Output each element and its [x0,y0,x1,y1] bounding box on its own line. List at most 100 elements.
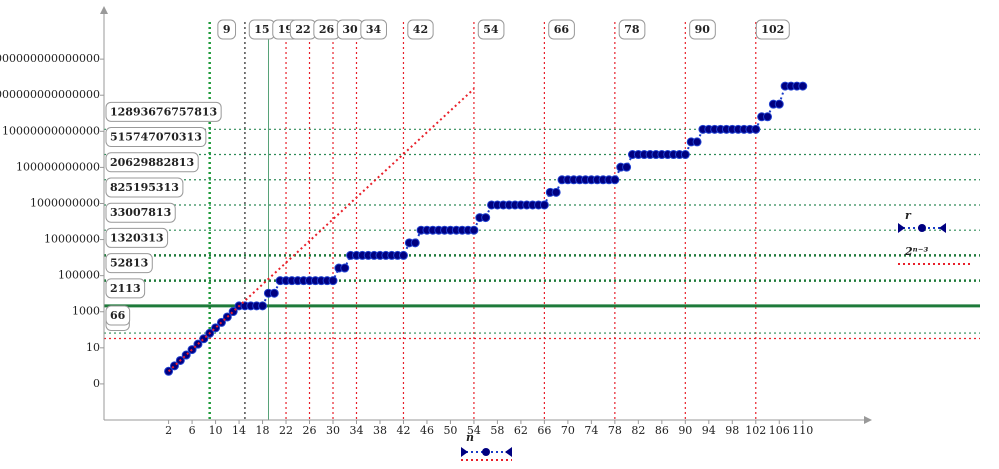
x-tick-label: 54 [467,424,481,437]
vertical-line-label: 54 [483,23,499,36]
legend: r 2ⁿ⁻³ [898,209,970,265]
x-tick-label: 62 [514,424,528,437]
data-point [751,124,761,134]
x-tick-label: 90 [678,424,692,437]
x-tick-label: 42 [396,424,410,437]
data-point [398,250,408,260]
y-tick-label: 10 [86,341,100,354]
x-tick-label: 2 [165,424,172,437]
label-box [105,177,184,198]
vertical-line-label: 26 [319,23,335,36]
x-tick-label: 38 [373,424,387,437]
vertical-line-label: 66 [554,23,570,36]
x-tick-label: 34 [349,424,363,437]
horizontal-line-label: 66 [110,309,126,322]
x-tick-label: 14 [232,424,246,437]
x-tick-label: 46 [420,424,434,437]
data-point [222,312,232,322]
y-tick-label: 10000000000000 [2,124,100,137]
data-point [269,288,279,298]
vertical-line-label: 102 [761,23,784,36]
y-tick-label: 100000000000 [16,160,100,173]
data-point [798,81,808,91]
x-tick-label: 94 [702,424,716,437]
x-tick-label: 86 [655,424,669,437]
x-tick-label: 10 [209,424,223,437]
data-point [763,112,773,122]
legend-label: 2ⁿ⁻³ [904,245,928,258]
label-box [105,278,146,299]
reference-lines [104,22,980,420]
label-box [105,127,207,148]
label-box [217,19,237,40]
x-tick-label: 50 [443,424,457,437]
x-tick-label: 6 [189,424,196,437]
plot-area [164,81,808,376]
horizontal-line-label: 515747070313 [110,131,202,144]
data-point [328,276,338,286]
x-tick-label: 106 [769,424,790,437]
label-box [755,19,790,40]
horizontal-line-label: 2113 [110,282,141,295]
x-tick-label: 74 [584,424,598,437]
vertical-line-label: 30 [342,23,358,36]
label-box [407,19,434,40]
horizontal-line-label: 12893676757813 [110,105,217,118]
label-box [689,19,716,40]
vertical-line-label: 19 [278,23,293,36]
horizontal-line-label: 33007813 [110,206,171,219]
y-tick-label: 1000000000 [30,196,100,209]
x-tick-label: 26 [303,424,317,437]
x-tick-label: 18 [256,424,270,437]
label-box [360,19,387,40]
x-tick-label: 70 [561,424,575,437]
x-tick-label: 78 [608,424,622,437]
horizontal-line-label: 1320313 [110,231,164,244]
legend-symbol [918,224,926,232]
vertical-line-label: 22 [295,23,310,36]
vertical-line-label: 34 [366,23,382,36]
data-point [469,225,479,235]
data-point [692,137,702,147]
data-point [774,99,784,109]
x-tick-label: 82 [631,424,645,437]
horizontal-line-label: 52813 [110,257,148,270]
label-box [105,202,176,223]
label-box [548,19,575,40]
labels: 2 6 10 14 18 22 26 30 34 38 42 46 50 54 58 62 66 70 74 78 82… [0,19,813,437]
data-point [410,238,420,248]
vertical-line-label: 15 [254,23,269,36]
y-tick-label: 10000000 [44,233,100,246]
data-point [622,162,632,172]
x-tick-label: 58 [490,424,504,437]
series-line [167,88,475,373]
x-axis-legend-symbol [461,447,512,461]
x-tick-label: 30 [326,424,340,437]
label-box [618,19,646,40]
vertical-line-label: 78 [624,23,640,36]
label-box [105,227,169,248]
vertical-line-label: 42 [413,23,428,36]
label-box [105,305,131,326]
vertical-line-label: 9 [223,23,231,36]
legend-label: r [905,209,912,222]
horizontal-line-label: 20629882813 [110,156,194,169]
y-tick-label: 100000 [58,269,100,282]
y-tick-label: 0 [93,377,100,390]
x-tick-label: 98 [725,424,739,437]
label-box [105,152,199,173]
x-tick-label: 22 [279,424,293,437]
data-point [551,187,561,197]
data-point [193,339,203,349]
x-tick-label: 102 [745,424,766,437]
data-point [680,150,690,160]
y-tick-label: 1000 [72,305,100,318]
data-point [610,175,620,185]
horizontal-line-label: 825195313 [110,181,179,194]
x-tick-label: 110 [792,424,813,437]
data-point [258,301,268,311]
x-tick-label: 66 [537,424,551,437]
